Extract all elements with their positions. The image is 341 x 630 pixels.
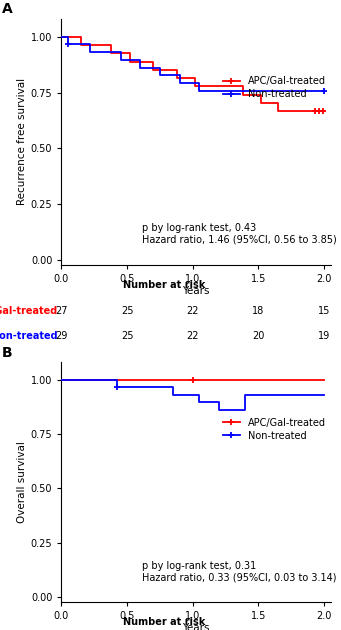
- Legend: APC/Gal-treated, Non-treated: APC/Gal-treated, Non-treated: [223, 418, 326, 441]
- Text: 22: 22: [187, 306, 199, 316]
- Text: 15: 15: [318, 306, 330, 316]
- Y-axis label: Overall survival: Overall survival: [17, 441, 27, 523]
- X-axis label: Years: Years: [182, 287, 210, 296]
- Text: Number at risk: Number at risk: [122, 280, 205, 290]
- Text: 27: 27: [55, 306, 68, 316]
- Text: p by log-rank test, 0.43
Hazard ratio, 1.46 (95%CI, 0.56 to 3.85): p by log-rank test, 0.43 Hazard ratio, 1…: [142, 224, 337, 245]
- X-axis label: Years: Years: [182, 624, 210, 630]
- Text: 19: 19: [318, 331, 330, 341]
- Text: 18: 18: [252, 306, 265, 316]
- Text: Number at risk: Number at risk: [122, 617, 205, 627]
- Text: 22: 22: [187, 331, 199, 341]
- Text: 29: 29: [55, 331, 68, 341]
- Text: APC/Gal-treated: APC/Gal-treated: [0, 306, 58, 316]
- Y-axis label: Recurrence free survival: Recurrence free survival: [17, 78, 27, 205]
- Text: p by log-rank test, 0.31
Hazard ratio, 0.33 (95%CI, 0.03 to 3.14): p by log-rank test, 0.31 Hazard ratio, 0…: [142, 561, 337, 583]
- Text: 25: 25: [121, 331, 133, 341]
- Legend: APC/Gal-treated, Non-treated: APC/Gal-treated, Non-treated: [223, 76, 326, 99]
- Text: B: B: [2, 346, 13, 360]
- Text: 25: 25: [121, 306, 133, 316]
- Text: 20: 20: [252, 331, 265, 341]
- Text: Non-treated: Non-treated: [0, 331, 58, 341]
- Text: A: A: [2, 3, 13, 16]
